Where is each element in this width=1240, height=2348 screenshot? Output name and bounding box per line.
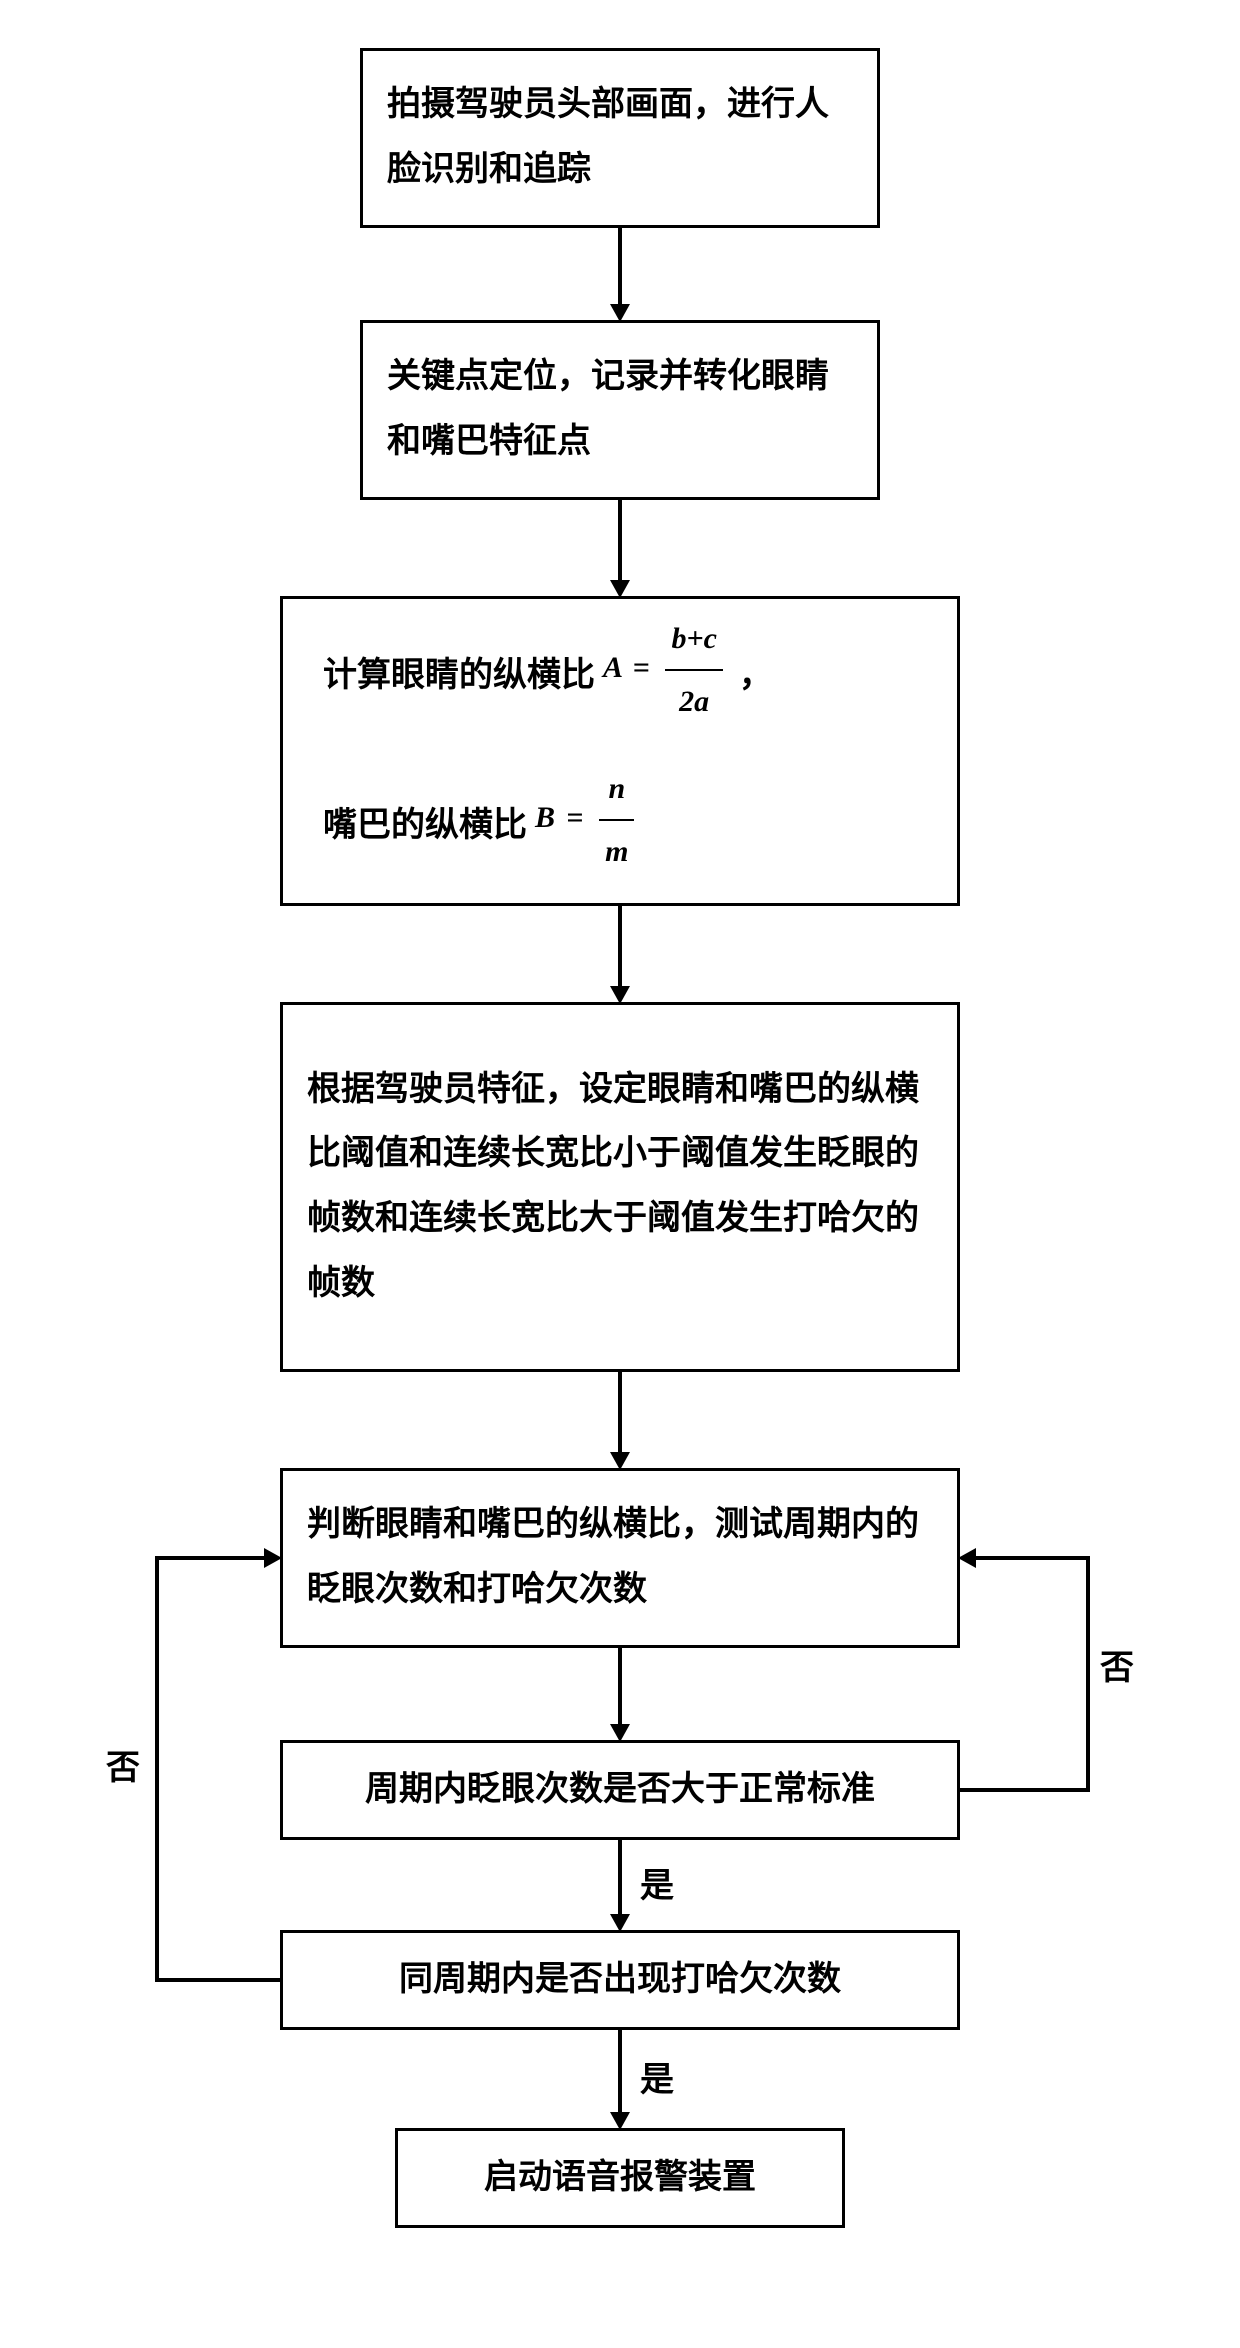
flowchart-node-threshold: 根据驾驶员特征，设定眼睛和嘴巴的纵横比阈值和连续长宽比小于阈值发生眨眼的帧数和连… bbox=[280, 1002, 960, 1372]
edge bbox=[1086, 1556, 1090, 1792]
edge-label-yes: 是 bbox=[640, 1858, 674, 1907]
formula-b: B = n m bbox=[535, 760, 638, 880]
edge bbox=[972, 1556, 1090, 1560]
edge bbox=[618, 1372, 622, 1456]
edge bbox=[618, 2030, 622, 2116]
edge bbox=[618, 1648, 622, 1728]
edge bbox=[618, 500, 622, 584]
node-label: 根据驾驶员特征，设定眼睛和嘴巴的纵横比阈值和连续长宽比小于阈值发生眨眼的帧数和连… bbox=[307, 1058, 933, 1316]
node-label: 启动语音报警装置 bbox=[484, 2146, 756, 2211]
edge bbox=[155, 1556, 268, 1560]
node-label: 关键点定位，记录并转化眼睛和嘴巴特征点 bbox=[387, 345, 853, 474]
flowchart-container: 拍摄驾驶员头部画面，进行人脸识别和追踪 关键点定位，记录并转化眼睛和嘴巴特征点 … bbox=[0, 0, 1240, 2348]
arrow-head-icon bbox=[958, 1548, 976, 1568]
flowchart-node-keypoints: 关键点定位，记录并转化眼睛和嘴巴特征点 bbox=[360, 320, 880, 500]
flowchart-node-formula: 计算眼睛的纵横比 A = b+c 2a ， 嘴巴的纵横比 B = n m bbox=[280, 596, 960, 906]
flowchart-node-capture: 拍摄驾驶员头部画面，进行人脸识别和追踪 bbox=[360, 48, 880, 228]
edge bbox=[618, 228, 622, 308]
formula-line-2: 嘴巴的纵横比 B = n m bbox=[323, 766, 638, 886]
edge bbox=[618, 906, 622, 990]
node-label: 周期内眨眼次数是否大于正常标准 bbox=[365, 1758, 875, 1823]
flowchart-node-blink-check: 周期内眨眼次数是否大于正常标准 bbox=[280, 1740, 960, 1840]
edge bbox=[960, 1788, 1090, 1792]
formula-suffix: ， bbox=[739, 644, 773, 709]
flowchart-node-yawn-check: 同周期内是否出现打哈欠次数 bbox=[280, 1930, 960, 2030]
flowchart-node-judge: 判断眼睛和嘴巴的纵横比，测试周期内的眨眼次数和打哈欠次数 bbox=[280, 1468, 960, 1648]
arrow-head-icon bbox=[264, 1548, 282, 1568]
formula-prefix: 计算眼睛的纵横比 bbox=[323, 644, 595, 709]
formula-prefix: 嘴巴的纵横比 bbox=[323, 794, 527, 859]
node-label: 同周期内是否出现打哈欠次数 bbox=[399, 1948, 841, 2013]
flowchart-node-alarm: 启动语音报警装置 bbox=[395, 2128, 845, 2228]
edge-label-no: 否 bbox=[1100, 1640, 1134, 1689]
edge bbox=[155, 1556, 159, 1982]
edge-label-yes: 是 bbox=[640, 2052, 674, 2101]
node-label: 判断眼睛和嘴巴的纵横比，测试周期内的眨眼次数和打哈欠次数 bbox=[307, 1493, 933, 1622]
edge bbox=[155, 1978, 280, 1982]
formula-line-1: 计算眼睛的纵横比 A = b+c 2a ， bbox=[323, 616, 773, 736]
edge bbox=[618, 1840, 622, 1918]
node-label: 拍摄驾驶员头部画面，进行人脸识别和追踪 bbox=[387, 73, 853, 202]
edge-label-no: 否 bbox=[106, 1740, 140, 1789]
formula-a: A = b+c 2a bbox=[603, 610, 727, 730]
